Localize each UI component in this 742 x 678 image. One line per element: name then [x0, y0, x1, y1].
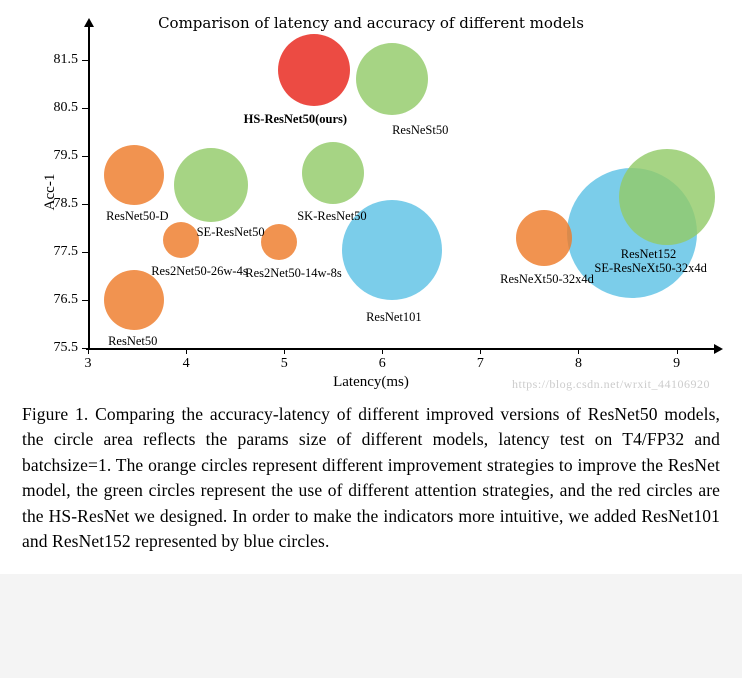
y-axis-label: Acc-1: [42, 174, 59, 211]
bubble-label-sk-resnet50: SK-ResNet50: [297, 209, 366, 224]
bubble-label-res2net50-26w4s: Res2Net50-26w-4s: [151, 264, 248, 279]
bubble-label-resnext50-32x4d: ResNeXt50-32x4d: [500, 272, 594, 287]
x-tick-label: 6: [379, 356, 386, 372]
x-tick-label: 7: [477, 356, 484, 372]
figure-caption: Figure 1. Comparing the accuracy-latency…: [22, 402, 720, 554]
bubble-label-resnet152: ResNet152: [621, 247, 677, 262]
bubble-resnet50d: [104, 145, 164, 205]
bubble-label-res2net50-14w8s: Res2Net50-14w-8s: [245, 266, 342, 281]
y-tick: [82, 252, 88, 253]
y-tick: [82, 60, 88, 61]
bubble-resnet152: [619, 149, 715, 245]
bubble-res2net50-26w4s: [163, 222, 199, 258]
x-tick-label: 5: [281, 356, 288, 372]
x-tick-label: 4: [183, 356, 190, 372]
y-tick: [82, 300, 88, 301]
y-tick: [82, 156, 88, 157]
bubble-label-resnest50: ResNeSt50: [392, 123, 448, 138]
watermark: https://blog.csdn.net/wrxit_44106920: [512, 377, 710, 392]
x-axis: [86, 348, 716, 350]
y-axis-arrow: [84, 18, 94, 27]
bubble-label-resnet101: ResNet101: [366, 310, 422, 325]
bubble-resnest50: [356, 43, 428, 115]
y-tick: [82, 108, 88, 109]
x-tick: [88, 348, 89, 354]
x-tick-label: 3: [85, 356, 92, 372]
y-tick-label: 76.5: [46, 292, 78, 308]
y-tick-label: 81.5: [46, 52, 78, 68]
x-tick: [284, 348, 285, 354]
bubble-resnet50: [104, 270, 164, 330]
bubble-label-hs-resnet50: HS-ResNet50(ours): [244, 112, 347, 127]
y-tick-label: 77.5: [46, 244, 78, 260]
bubble-sk-resnet50: [302, 142, 364, 204]
chart-title: Comparison of latency and accuracy of di…: [22, 14, 720, 32]
x-axis-label: Latency(ms): [333, 374, 409, 391]
x-tick: [677, 348, 678, 354]
bubble-chart: Comparison of latency and accuracy of di…: [22, 10, 720, 390]
x-tick: [382, 348, 383, 354]
y-tick-label: 79.5: [46, 148, 78, 164]
x-tick: [480, 348, 481, 354]
x-axis-arrow: [714, 344, 723, 354]
y-axis: [88, 24, 90, 348]
x-tick-label: 9: [673, 356, 680, 372]
x-tick: [186, 348, 187, 354]
figure-wrap: Comparison of latency and accuracy of di…: [0, 0, 742, 574]
y-tick: [82, 348, 88, 349]
bubble-resnext50-32x4d: [516, 210, 572, 266]
plot-area: 345678975.576.577.578.579.580.581.5ResNe…: [88, 36, 706, 348]
bubble-se-resnet50: [174, 148, 248, 222]
bubble-hs-resnet50: [278, 34, 350, 106]
bubble-label-resnet50: ResNet50: [108, 334, 157, 349]
y-tick-label: 75.5: [46, 340, 78, 356]
y-tick-label: 80.5: [46, 100, 78, 116]
y-tick: [82, 204, 88, 205]
bubble-label-se-resnext50: SE-ResNeXt50-32x4d: [594, 261, 707, 276]
x-tick-label: 8: [575, 356, 582, 372]
bubble-label-se-resnet50: SE-ResNet50: [197, 225, 265, 240]
bubble-label-resnet50d: ResNet50-D: [106, 209, 169, 224]
bubble-res2net50-14w8s: [261, 224, 297, 260]
x-tick: [578, 348, 579, 354]
